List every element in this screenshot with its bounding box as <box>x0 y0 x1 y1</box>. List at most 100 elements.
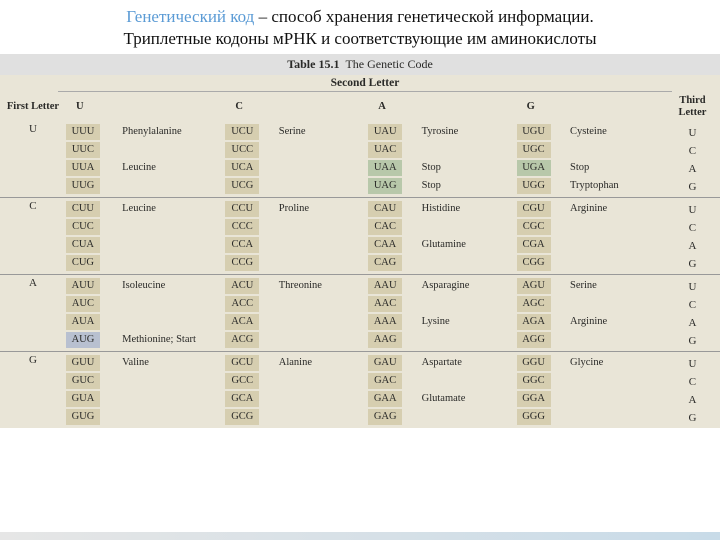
amino-acid-label <box>279 313 368 331</box>
codon-box: AUA <box>66 314 100 330</box>
codon-box: CCU <box>225 201 259 217</box>
third-letter: U <box>665 354 720 372</box>
codon-box: GCA <box>225 391 259 407</box>
amino-acid-label <box>279 408 368 426</box>
codon-box: CAC <box>368 219 402 235</box>
title-sub: Триплетные кодоны мРНК и соответствующие… <box>123 29 596 48</box>
amino-acid-label: Leucine <box>122 159 225 177</box>
codon-box: UGG <box>517 178 551 194</box>
third-letter: U <box>665 200 720 218</box>
codon-box: AGA <box>517 314 551 330</box>
table-row: GGUUGUCGUAGUGValineGCUGCCGCAGCGAlanineGA… <box>0 352 720 429</box>
third-letter-cell: UCAG <box>665 121 720 198</box>
codon-box: UCG <box>225 178 259 194</box>
amino-acid-label <box>279 159 368 177</box>
amino-acid-label <box>122 313 225 331</box>
amino-acid-label: Glutamine <box>422 236 517 254</box>
codon-box: CGU <box>517 201 551 217</box>
codon-box: CAU <box>368 201 402 217</box>
codon-cell: UCUUCCUCAUCG <box>225 121 274 198</box>
codon-box: UAA <box>368 160 402 176</box>
codon-box: CCA <box>225 237 259 253</box>
codon-box: ACU <box>225 278 259 294</box>
amino-acid-label: Stop <box>422 177 517 195</box>
codon-box: ACC <box>225 296 259 312</box>
amino-acid-cell: Proline <box>275 198 368 275</box>
codon-box: GGU <box>517 355 551 371</box>
amino-acid-label: Histidine <box>422 200 517 218</box>
amino-acid-label: Tyrosine <box>422 123 517 141</box>
amino-acid-label <box>422 331 517 349</box>
amino-acid-cell: Arginine <box>566 198 665 275</box>
codon-box: UCA <box>225 160 259 176</box>
amino-acid-cell: AsparagineLysine <box>418 275 517 352</box>
amino-acid-label <box>422 218 517 236</box>
third-letter: A <box>665 390 720 408</box>
codon-box: GCG <box>225 409 259 425</box>
amino-acid-label <box>422 408 517 426</box>
codon-cell: UUUUUCUUAUUG <box>66 121 118 198</box>
codon-cell: AUUAUCAUAAUG <box>66 275 118 352</box>
codon-box: UAG <box>368 178 402 194</box>
codon-box: AAC <box>368 296 402 312</box>
codon-cell: GCUGCCGCAGCG <box>225 352 274 429</box>
amino-acid-label: Arginine <box>570 200 665 218</box>
table-row: CCUUCUCCUACUGLeucineCCUCCCCCACCGProlineC… <box>0 198 720 275</box>
amino-acid-label: Proline <box>279 200 368 218</box>
codon-box: GUC <box>66 373 100 389</box>
codon-box: GGC <box>517 373 551 389</box>
amino-acid-label <box>279 372 368 390</box>
codon-box: GAU <box>368 355 402 371</box>
amino-acid-label: Isoleucine <box>122 277 225 295</box>
codon-box: UUG <box>66 178 100 194</box>
codon-cell: UGUUGCUGAUGG <box>517 121 566 198</box>
title-def: – способ хранения генетической информаци… <box>254 7 593 26</box>
codon-box: CGG <box>517 255 551 271</box>
amino-acid-label <box>279 331 368 349</box>
amino-acid-cell: TyrosineStopStop <box>418 121 517 198</box>
codon-box: UUA <box>66 160 100 176</box>
amino-acid-label <box>279 177 368 195</box>
amino-acid-label <box>122 236 225 254</box>
title-term: Генетический код <box>126 7 254 26</box>
amino-acid-label: Serine <box>570 277 665 295</box>
codon-box: CCG <box>225 255 259 271</box>
codon-cell: GAUGACGAAGAG <box>368 352 417 429</box>
table-row: AAUUAUCAUAAUGIsoleucineMethionine; Start… <box>0 275 720 352</box>
third-letter-cell: UCAG <box>665 198 720 275</box>
codon-box: CGC <box>517 219 551 235</box>
first-letter-header: First Letter <box>0 92 66 121</box>
third-letter: U <box>665 123 720 141</box>
amino-acid-cell: CysteineStopTryptophan <box>566 121 665 198</box>
codon-box: GGA <box>517 391 551 407</box>
codon-box: CUA <box>66 237 100 253</box>
amino-acid-label <box>122 295 225 313</box>
codon-box: UGU <box>517 124 551 140</box>
amino-acid-label <box>570 236 665 254</box>
codon-box: CAA <box>368 237 402 253</box>
amino-acid-cell: PhenylalanineLeucine <box>118 121 225 198</box>
third-letter: G <box>665 254 720 272</box>
codon-box: CCC <box>225 219 259 235</box>
codon-box: AUG <box>66 332 100 348</box>
footer-accent <box>0 532 720 540</box>
amino-acid-label: Valine <box>122 354 225 372</box>
codon-box: AUU <box>66 278 100 294</box>
codon-box: ACG <box>225 332 259 348</box>
title-block: Генетический код – способ хранения генет… <box>0 0 720 54</box>
header-row: First Letter U C A G Third Letter <box>0 92 720 121</box>
second-letter-header: Second Letter <box>58 75 672 92</box>
amino-acid-cell: Valine <box>118 352 225 429</box>
amino-acid-label <box>122 218 225 236</box>
codon-table: First Letter U C A G Third Letter UUUUUU… <box>0 92 720 428</box>
codon-box: GAC <box>368 373 402 389</box>
amino-acid-label <box>570 372 665 390</box>
codon-box: GUU <box>66 355 100 371</box>
codon-cell: CUUCUCCUACUG <box>66 198 118 275</box>
codon-box: AGC <box>517 296 551 312</box>
codon-box: ACA <box>225 314 259 330</box>
codon-box: CUU <box>66 201 100 217</box>
first-letter-cell: G <box>0 352 66 429</box>
third-letter: A <box>665 313 720 331</box>
amino-acid-label <box>279 295 368 313</box>
